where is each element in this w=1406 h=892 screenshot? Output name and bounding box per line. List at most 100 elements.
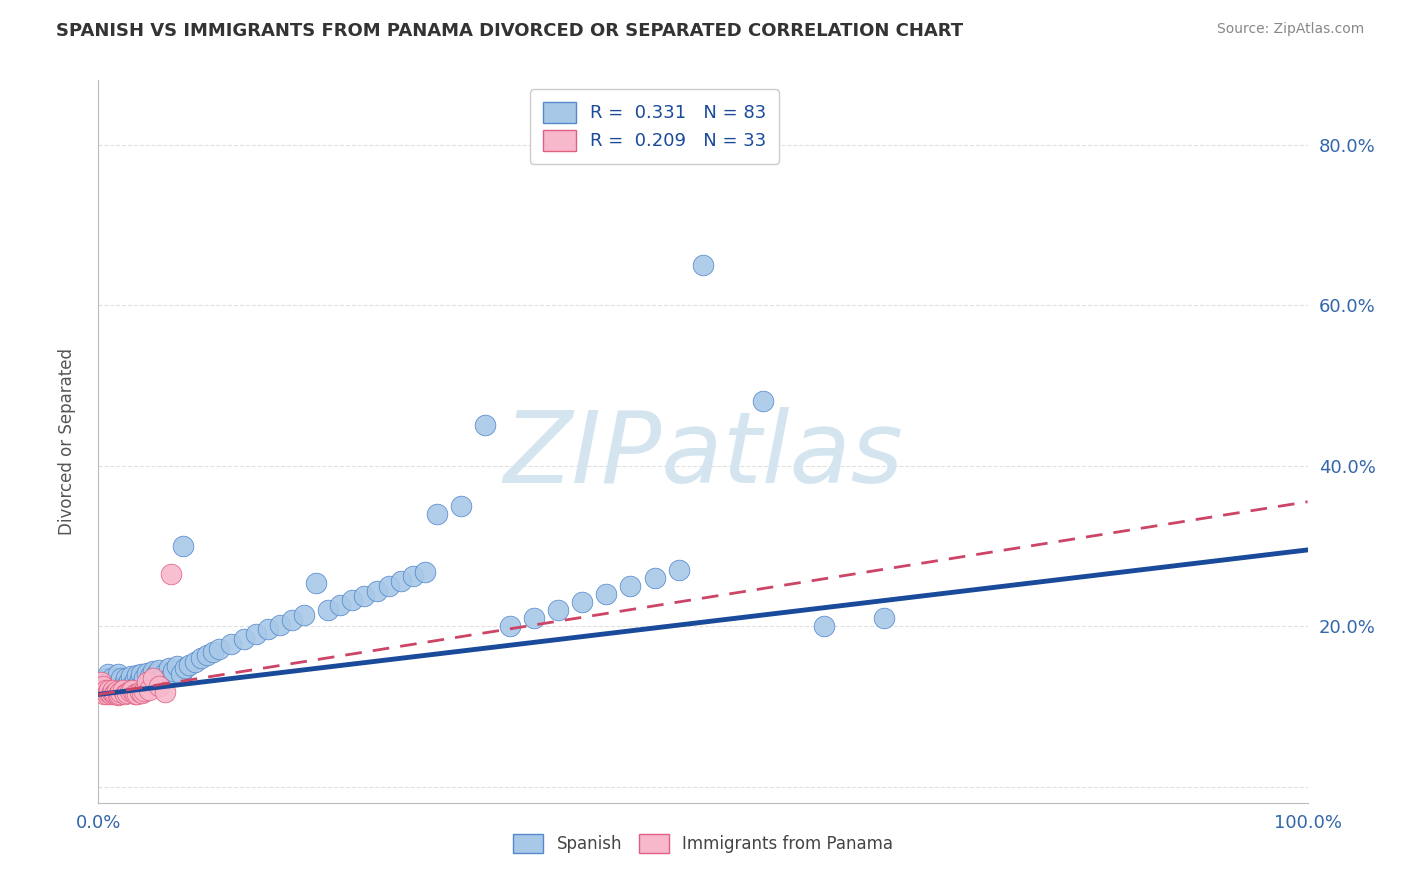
Point (108, 685, 131, 699)
Point (150, 671, 173, 685)
Point (118, 684, 141, 698)
Point (93, 675, 115, 690)
Point (413, 565, 436, 579)
Point (752, 394, 775, 409)
Point (160, 669, 183, 683)
Point (195, 648, 218, 662)
Point (121, 683, 143, 698)
Point (104, 675, 127, 690)
Point (124, 687, 146, 701)
Point (145, 667, 167, 681)
Point (138, 673, 160, 688)
Point (389, 574, 412, 589)
Point (111, 683, 134, 698)
Point (138, 683, 160, 698)
Point (157, 661, 180, 675)
Point (292, 607, 315, 622)
Point (120, 669, 142, 683)
Point (107, 667, 129, 681)
Point (115, 671, 138, 685)
Point (93, 687, 115, 701)
Point (498, 619, 520, 633)
Point (128, 672, 150, 686)
Point (100, 687, 122, 701)
Point (202, 645, 225, 659)
Point (148, 680, 170, 694)
Point (118, 673, 141, 688)
Point (100, 675, 122, 690)
Point (426, 507, 449, 521)
Point (127, 677, 149, 691)
Point (873, 611, 896, 625)
Point (269, 617, 291, 632)
Point (135, 675, 157, 690)
Point (153, 685, 176, 699)
Point (104, 686, 127, 700)
Point (128, 685, 150, 699)
Point (547, 603, 569, 617)
Point (450, 499, 472, 513)
Point (103, 687, 125, 701)
Point (208, 641, 231, 656)
Point (96, 687, 118, 701)
Point (329, 599, 352, 613)
Point (184, 655, 207, 669)
Point (91, 680, 114, 694)
Point (316, 603, 339, 617)
Point (117, 686, 139, 700)
Point (342, 593, 364, 607)
Point (523, 611, 546, 625)
Point (127, 687, 149, 701)
Point (172, 539, 194, 553)
Point (90, 675, 112, 690)
Point (305, 575, 328, 590)
Point (103, 680, 125, 694)
Point (131, 686, 153, 700)
Point (256, 623, 278, 637)
Point (619, 579, 641, 593)
Point (129, 667, 152, 681)
Legend: Spanish, Immigrants from Panama: Spanish, Immigrants from Panama (506, 827, 900, 860)
Point (221, 637, 243, 651)
Point (353, 589, 375, 603)
Point (160, 567, 183, 582)
Point (101, 683, 124, 698)
Point (571, 595, 593, 609)
Point (107, 688, 129, 702)
Point (114, 687, 136, 701)
Point (153, 665, 176, 680)
Point (127, 668, 149, 682)
Point (692, 258, 714, 272)
Point (100, 685, 122, 699)
Point (148, 663, 170, 677)
Point (668, 563, 690, 577)
Point (366, 583, 388, 598)
Point (117, 677, 139, 691)
Point (124, 673, 146, 687)
Y-axis label: Divorced or Separated: Divorced or Separated (58, 348, 76, 535)
Point (135, 665, 157, 680)
Point (101, 683, 124, 698)
Point (98, 680, 121, 694)
Point (245, 627, 267, 641)
Point (132, 675, 155, 690)
Point (108, 680, 131, 694)
Point (402, 569, 425, 583)
Point (121, 678, 143, 692)
Point (166, 659, 188, 673)
Point (108, 675, 131, 690)
Point (108, 687, 131, 701)
Point (114, 675, 136, 690)
Point (813, 619, 835, 633)
Point (94, 683, 117, 698)
Point (644, 571, 666, 585)
Point (142, 671, 165, 685)
Point (98, 683, 121, 698)
Text: Source: ZipAtlas.com: Source: ZipAtlas.com (1216, 22, 1364, 37)
Point (595, 587, 617, 601)
Point (112, 680, 135, 694)
Point (162, 664, 184, 678)
Point (174, 661, 197, 675)
Text: ZIPatlas: ZIPatlas (503, 408, 903, 505)
Point (179, 657, 201, 672)
